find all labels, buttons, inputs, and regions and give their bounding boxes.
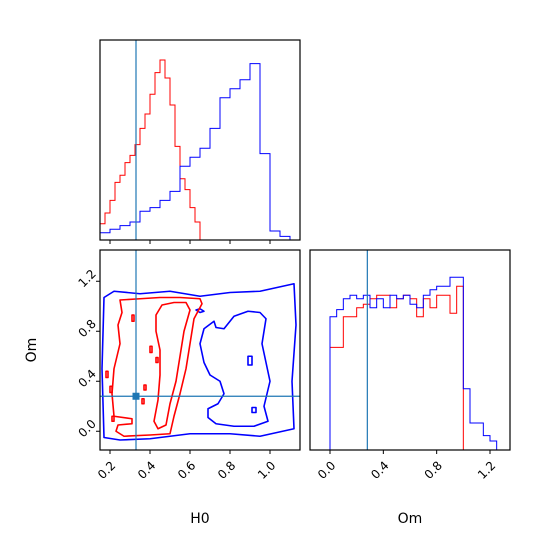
red-contour-line [111,296,203,438]
contour-y-tick-label: 0.0 [75,417,98,440]
blue-contour-line [247,355,253,366]
contour-x-tick-label: 0.2 [95,458,118,481]
om-histogram-x-tick-label: 0.8 [422,458,445,481]
red-contour-line [155,356,159,364]
red-contour-line [149,345,153,354]
contour-y-tick-label: 0.8 [75,317,98,340]
y-axis-label-om: Om [24,338,40,363]
om-histogram-x-tick-label: 0.4 [368,458,391,481]
blue-contour-line [251,406,257,414]
blue-contour-line [101,282,297,441]
x-axis-label-h0: H0 [190,511,209,527]
om-blue-histogram [310,276,510,450]
contour-x-tick-label: 0.6 [175,458,198,481]
om-histogram-x-tick-label: 1.2 [475,458,498,481]
om-red-histogram [329,285,464,450]
red-contour-line [153,301,191,430]
om-histogram-x-tick-label: 0.0 [315,458,338,481]
h0-histogram-frame [99,39,301,241]
red-contour-line [141,397,145,405]
red-contour-line [131,314,135,323]
blue-contour-line [199,310,271,428]
contour-x-tick-label: 0.4 [135,458,158,481]
om-histogram-frame [309,249,511,451]
h0-blue-histogram [100,63,300,240]
red-contour-line [105,370,109,379]
contour-x-tick-label: 0.8 [215,458,238,481]
contour-y-tick-label: 0.4 [75,367,98,390]
h0-histogram-panel [99,39,301,244]
h0-red-histogram [100,59,201,240]
red-contour-line [109,385,113,394]
x-axis-label-om: Om [398,511,423,527]
contour-x-tick-label: 1.0 [255,458,278,481]
truth-marker [132,392,140,400]
contour-y-tick-label: 1.2 [75,267,98,290]
contour-frame [99,249,301,451]
h0-om-contour-panel: 0.2 0.4 0.6 0.8 1.0 0.0 0.4 0.8 1.2 [75,249,301,482]
red-contour-line [111,415,115,423]
red-contour-line [143,384,147,391]
om-histogram-panel: 0.0 0.4 0.8 1.2 [309,249,511,482]
